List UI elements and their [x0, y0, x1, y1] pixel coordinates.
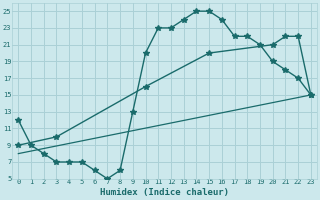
- X-axis label: Humidex (Indice chaleur): Humidex (Indice chaleur): [100, 188, 229, 197]
